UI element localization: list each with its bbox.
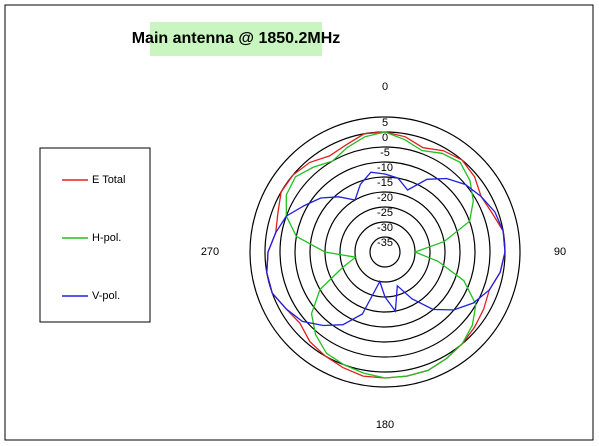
legend-label: H-pol.	[92, 232, 121, 244]
r-tick-label: -35	[377, 237, 393, 249]
chart-title: Main antenna @ 1850.2MHz	[132, 30, 341, 47]
r-tick-label: -25	[377, 207, 393, 219]
r-tick-label: 5	[382, 117, 388, 129]
grid-ring	[279, 146, 491, 358]
grid-ring	[309, 176, 461, 328]
grid-ring	[369, 236, 401, 268]
r-tick-label: -10	[377, 162, 393, 174]
theta-tick-label: 270	[201, 246, 219, 258]
legend	[39, 147, 151, 323]
r-tick-label: -5	[380, 147, 390, 159]
grid-ring	[249, 116, 521, 388]
title-box	[150, 22, 322, 56]
legend-label: E Total	[92, 174, 125, 186]
legend-label: V-pol.	[92, 290, 120, 302]
theta-tick-label: 180	[376, 419, 394, 431]
r-tick-label: -20	[377, 192, 393, 204]
series-line	[266, 171, 506, 327]
grid-ring	[294, 161, 476, 343]
theta-tick-label: 0	[382, 81, 388, 93]
r-tick-label: -15	[377, 177, 393, 189]
r-tick-label: -30	[377, 222, 393, 234]
r-tick-label: 0	[382, 132, 388, 144]
theta-tick-label: 90	[554, 246, 566, 258]
series-line	[285, 131, 477, 379]
